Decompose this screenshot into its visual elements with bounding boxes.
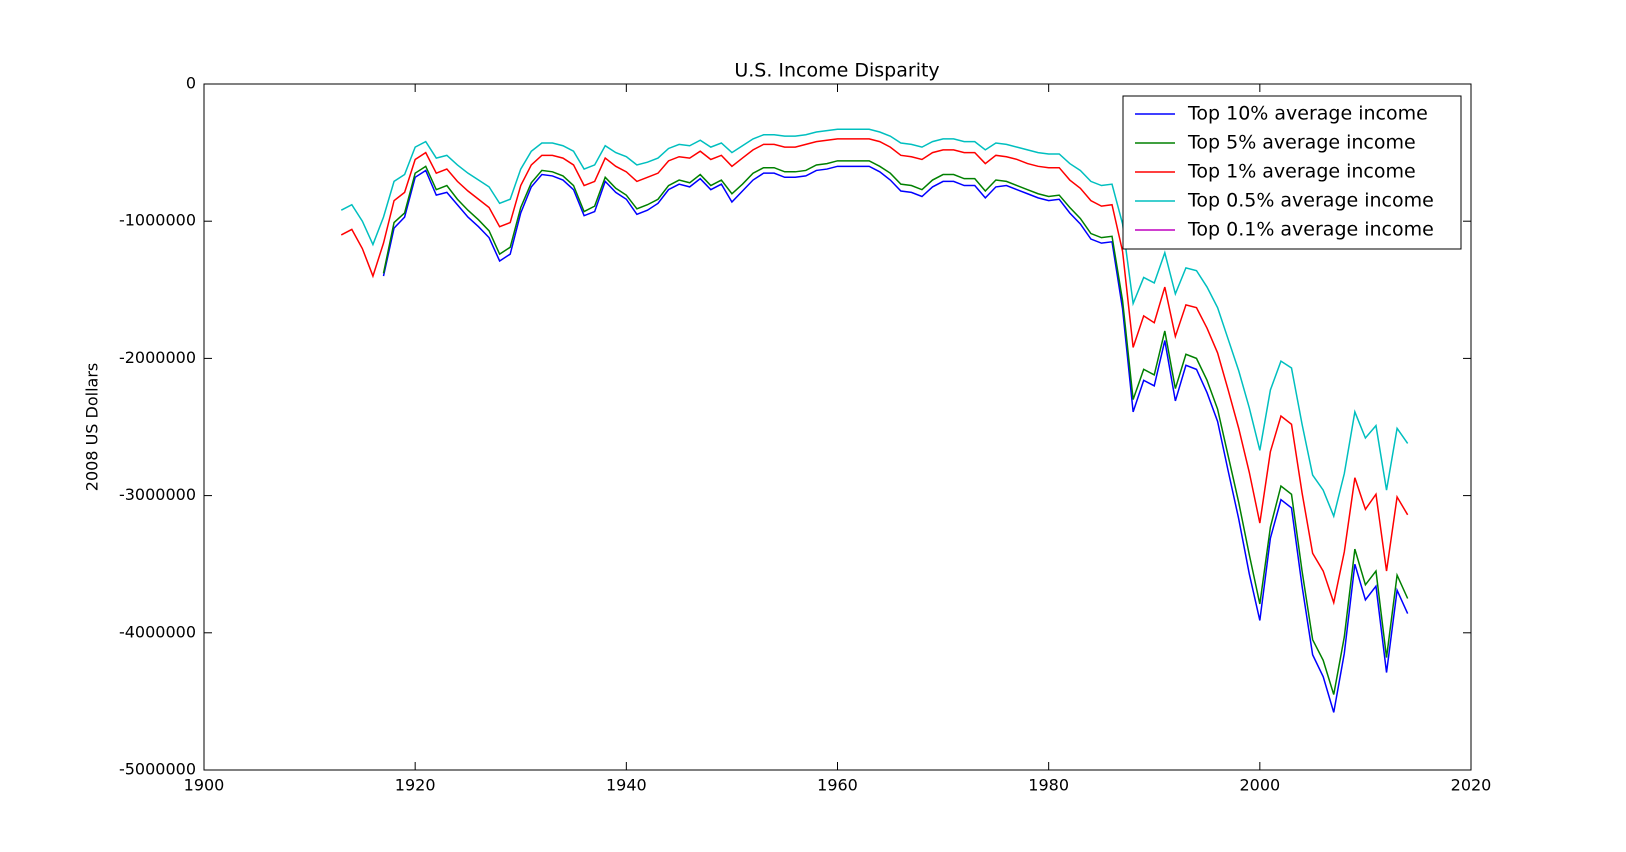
- series-line: [382, 160, 1409, 695]
- plot-frame: [203, 83, 1472, 771]
- y-tick-label: 0: [186, 74, 196, 93]
- y-axis-label: 2008 US Dollars: [83, 363, 102, 491]
- x-tick-label: 2000: [1239, 776, 1280, 795]
- series-line: [340, 128, 1409, 519]
- x-tick-label: 1940: [606, 776, 647, 795]
- x-tick-label: 1980: [1028, 776, 1069, 795]
- y-tick-label: -1000000: [119, 211, 196, 230]
- legend-label: Top 1% average income: [1187, 161, 1416, 183]
- chart-title: U.S. Income Disparity: [734, 60, 939, 82]
- legend-box: [1122, 95, 1462, 250]
- legend-label: Top 0.5% average income: [1187, 190, 1434, 212]
- legend-label: Top 0.1% average income: [1187, 219, 1434, 241]
- series-line: [382, 165, 1409, 713]
- y-tick-label: -2000000: [119, 348, 196, 367]
- x-tick-label: 1900: [184, 776, 225, 795]
- x-tick-label: 1960: [817, 776, 858, 795]
- series-line: [340, 138, 1409, 606]
- y-tick-label: -3000000: [119, 485, 196, 504]
- legend-label: Top 5% average income: [1187, 132, 1416, 154]
- x-tick-label: 2020: [1451, 776, 1492, 795]
- x-tick-label: 1920: [395, 776, 436, 795]
- y-tick-label: -4000000: [119, 622, 196, 641]
- y-tick-label: -5000000: [119, 760, 196, 779]
- legend-label: Top 10% average income: [1187, 103, 1428, 125]
